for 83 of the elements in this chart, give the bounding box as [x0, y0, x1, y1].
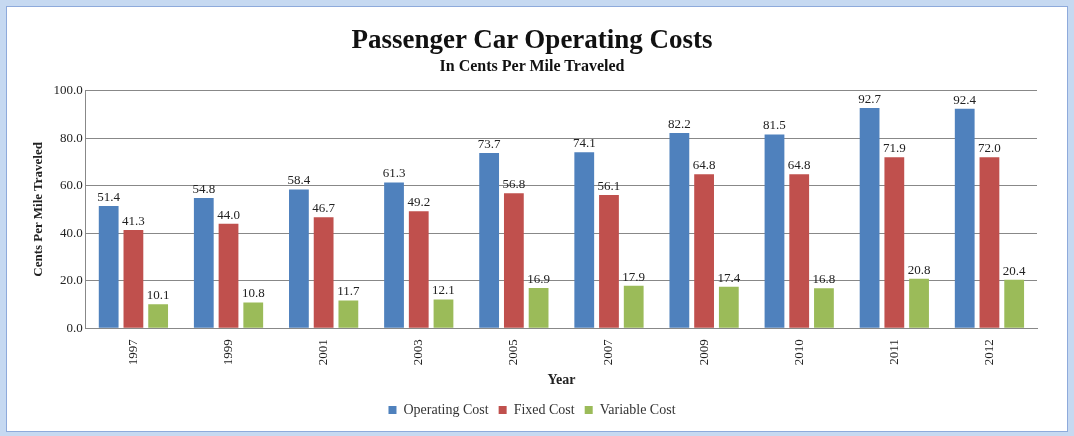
data-label: 17.9 — [622, 268, 646, 284]
data-label: 61.3 — [382, 165, 406, 181]
bar — [338, 300, 359, 328]
data-label: 58.4 — [287, 172, 311, 188]
data-label: 16.9 — [527, 270, 550, 286]
y-tick-label: 60.0 — [60, 177, 83, 193]
x-tick-label: 2001 — [315, 339, 331, 366]
data-label: 56.1 — [597, 177, 621, 193]
data-label: 44.0 — [217, 206, 240, 222]
bar — [669, 132, 690, 328]
bar — [884, 157, 905, 328]
bar — [433, 299, 454, 328]
bar — [764, 134, 785, 328]
x-tick-label: 2009 — [695, 339, 711, 366]
bar — [814, 288, 834, 328]
data-label: 81.5 — [763, 117, 786, 133]
y-axis-title: Cents Per Mile Traveled — [30, 141, 46, 277]
bar — [909, 278, 929, 328]
bar — [954, 108, 975, 328]
data-label: 49.2 — [407, 194, 431, 210]
bar — [979, 157, 1000, 328]
bar — [789, 174, 810, 328]
data-label: 74.1 — [572, 135, 596, 151]
bar — [694, 174, 714, 328]
bar — [408, 211, 429, 328]
legend-label: Operating Cost — [403, 401, 489, 417]
bar — [384, 182, 404, 328]
x-tick-label: 2011 — [885, 339, 901, 365]
bar — [98, 206, 119, 328]
data-label: 20.4 — [1002, 262, 1027, 278]
y-tick-label: 40.0 — [60, 224, 83, 240]
bar — [313, 217, 334, 328]
data-label: 72.0 — [978, 140, 1001, 156]
data-label: 46.7 — [312, 200, 336, 216]
data-label: 82.2 — [667, 115, 691, 131]
data-label: 41.3 — [122, 212, 145, 228]
y-tick-label: 0.0 — [66, 319, 83, 335]
y-tick-label: 20.0 — [60, 272, 83, 288]
data-label: 20.8 — [907, 261, 931, 277]
x-axis-title: Year — [547, 372, 576, 388]
data-label: 17.4 — [717, 269, 741, 285]
x-tick-label: 2012 — [980, 339, 996, 366]
bar — [123, 230, 144, 328]
bar — [289, 189, 309, 328]
bar — [479, 153, 500, 328]
x-tick-label: 1999 — [219, 339, 235, 366]
y-tick-label: 80.0 — [60, 129, 83, 145]
bar — [503, 193, 524, 328]
legend-label: Variable Cost — [599, 401, 676, 417]
data-label: 11.7 — [337, 283, 360, 299]
data-label: 54.8 — [192, 180, 216, 196]
data-label: 64.8 — [787, 157, 811, 173]
chart-title: Passenger Car Operating Costs — [351, 24, 713, 55]
data-label: 12.1 — [432, 282, 455, 298]
bar — [243, 302, 264, 328]
bar — [599, 194, 619, 328]
bar — [528, 288, 549, 328]
bar — [1004, 279, 1025, 328]
x-tick-label: 1997 — [124, 338, 140, 366]
data-label: 51.4 — [97, 189, 121, 204]
bar — [574, 152, 595, 328]
data-label: 56.8 — [502, 176, 526, 192]
data-label: 10.8 — [241, 285, 265, 301]
bar — [859, 107, 880, 328]
data-label: 92.4 — [953, 91, 977, 107]
data-label: 10.1 — [146, 287, 170, 303]
data-label: 73.7 — [477, 136, 502, 152]
x-tick-label: 2007 — [600, 338, 616, 366]
bar — [718, 286, 739, 328]
legend-label: Fixed Cost — [513, 401, 575, 417]
data-label: 71.9 — [882, 140, 906, 156]
bar — [148, 304, 169, 328]
x-tick-label: 2005 — [505, 339, 521, 366]
bar — [623, 285, 644, 328]
x-tick-label: 2003 — [410, 339, 426, 366]
bar — [218, 223, 239, 328]
y-tick-label: 100.0 — [53, 82, 83, 98]
data-label: 16.8 — [812, 271, 836, 287]
data-label: 92.7 — [858, 90, 882, 106]
bar — [193, 198, 214, 328]
data-label: 64.8 — [692, 157, 716, 173]
x-tick-label: 2010 — [790, 339, 806, 366]
chart-subtitle: In Cents Per Mile Traveled — [439, 57, 625, 75]
